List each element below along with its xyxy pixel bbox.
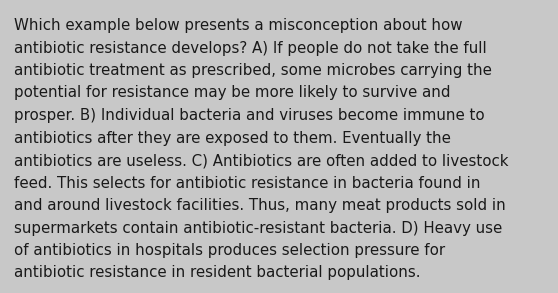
Text: antibiotic resistance develops? A) If people do not take the full: antibiotic resistance develops? A) If pe… bbox=[14, 40, 487, 55]
Text: and around livestock facilities. Thus, many meat products sold in: and around livestock facilities. Thus, m… bbox=[14, 198, 506, 213]
Text: Which example below presents a misconception about how: Which example below presents a misconcep… bbox=[14, 18, 463, 33]
Text: supermarkets contain antibiotic-resistant bacteria. D) Heavy use: supermarkets contain antibiotic-resistan… bbox=[14, 221, 502, 236]
Text: antibiotics are useless. C) Antibiotics are often added to livestock: antibiotics are useless. C) Antibiotics … bbox=[14, 153, 508, 168]
Text: feed. This selects for antibiotic resistance in bacteria found in: feed. This selects for antibiotic resist… bbox=[14, 176, 480, 190]
Text: of antibiotics in hospitals produces selection pressure for: of antibiotics in hospitals produces sel… bbox=[14, 243, 445, 258]
Text: antibiotics after they are exposed to them. Eventually the: antibiotics after they are exposed to th… bbox=[14, 130, 451, 146]
Text: antibiotic treatment as prescribed, some microbes carrying the: antibiotic treatment as prescribed, some… bbox=[14, 63, 492, 78]
Text: potential for resistance may be more likely to survive and: potential for resistance may be more lik… bbox=[14, 86, 450, 100]
Text: prosper. B) Individual bacteria and viruses become immune to: prosper. B) Individual bacteria and viru… bbox=[14, 108, 485, 123]
Text: antibiotic resistance in resident bacterial populations.: antibiotic resistance in resident bacter… bbox=[14, 265, 421, 280]
